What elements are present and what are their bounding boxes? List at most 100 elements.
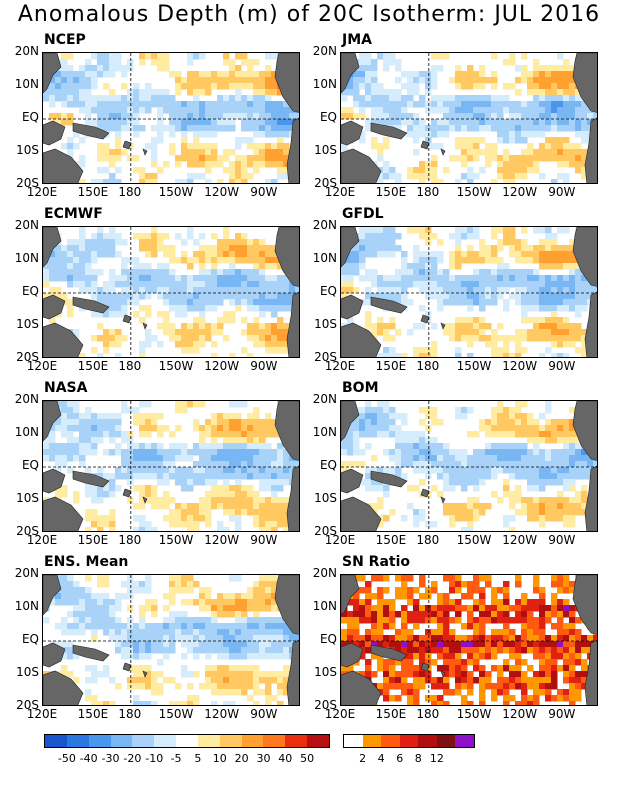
figure-title: Anomalous Depth (m) of 20C Isotherm: JUL…: [17, 2, 601, 27]
colorbar-label: -5: [170, 752, 182, 765]
lon-tick-label: 120W: [204, 533, 240, 547]
colorbar-swatch: [176, 735, 198, 747]
lat-tick-label: EQ: [319, 458, 337, 472]
lon-tick-label: 150E: [375, 533, 407, 547]
lon-tick-label: 90W: [250, 707, 278, 721]
lat-tick-label: 10S: [16, 491, 39, 505]
colorbar-label: 12: [429, 752, 444, 765]
colorbar-swatch: [45, 735, 67, 747]
lon-tick-label: 120E: [26, 533, 58, 547]
lon-tick-label: 120E: [324, 533, 356, 547]
lon-tick-label: 90W: [250, 533, 278, 547]
lon-tick-label: 120E: [26, 359, 58, 373]
panel-title: NCEP: [44, 32, 86, 48]
lat-tick-label: 20S: [16, 524, 39, 538]
lat-tick-label: 10N: [14, 77, 39, 91]
lon-tick-label: 150E: [77, 533, 109, 547]
colorbar-label: 20: [234, 752, 249, 765]
lon-tick-label: 90W: [548, 359, 576, 373]
colorbar-swatch: [436, 735, 456, 747]
colorbar-swatch: [219, 735, 242, 747]
snr-colorbar: [343, 734, 475, 748]
map-panel-sn-ratio: [340, 574, 598, 706]
colorbar-label: 6: [396, 752, 404, 765]
map-field: [43, 575, 299, 705]
lon-tick-label: 150W: [158, 707, 194, 721]
lat-tick-label: 10S: [16, 665, 39, 679]
colorbar-swatch: [344, 735, 363, 747]
lon-tick-label: 120E: [26, 707, 58, 721]
map-field: [341, 575, 597, 705]
lat-tick-label: 20S: [314, 524, 337, 538]
colorbar-label: 2: [359, 752, 367, 765]
lon-tick-label: 90W: [250, 185, 278, 199]
lat-tick-label: EQ: [21, 458, 39, 472]
lon-tick-label: 150E: [77, 185, 109, 199]
lon-tick-label: 180: [118, 359, 142, 373]
lat-tick-label: 20S: [16, 350, 39, 364]
map-panel-ecmwf: [42, 226, 300, 358]
lon-tick-label: 90W: [548, 533, 576, 547]
lat-tick-label: 10N: [14, 251, 39, 265]
lat-tick-label: 10S: [16, 317, 39, 331]
panel-title: JMA: [342, 32, 372, 48]
colorbar-label: 30: [256, 752, 271, 765]
lat-tick-label: 20S: [16, 176, 39, 190]
lat-tick-label: EQ: [21, 110, 39, 124]
colorbar-swatch: [418, 735, 437, 747]
lon-tick-label: 120E: [324, 185, 356, 199]
colorbar-label: -30: [101, 752, 120, 765]
lat-tick-label: 10S: [314, 317, 337, 331]
panel-title: GFDL: [342, 206, 384, 222]
colorbar-label: -40: [79, 752, 98, 765]
panel-title: ECMWF: [44, 206, 103, 222]
panel-title: ENS. Mean: [44, 554, 129, 570]
colorbar-swatch: [110, 735, 133, 747]
lat-tick-label: EQ: [21, 632, 39, 646]
map-panel-ncep: [42, 52, 300, 184]
lon-tick-label: 150W: [158, 185, 194, 199]
lon-tick-label: 150E: [375, 359, 407, 373]
map-field: [341, 401, 597, 531]
lat-tick-label: EQ: [319, 110, 337, 124]
lat-tick-label: 10N: [14, 425, 39, 439]
colorbar-swatch: [197, 735, 220, 747]
map-field: [341, 227, 597, 357]
lon-tick-label: 150W: [456, 185, 492, 199]
lon-tick-label: 150E: [375, 707, 407, 721]
colorbar-swatch: [455, 735, 475, 747]
colorbar-swatch: [285, 735, 308, 747]
lon-tick-label: 120E: [26, 185, 58, 199]
colorbar-swatch: [241, 735, 264, 747]
lat-tick-label: 20N: [14, 218, 39, 232]
colorbar-swatch: [307, 735, 329, 747]
panel-title: NASA: [44, 380, 88, 396]
panel-title: SN Ratio: [342, 554, 411, 570]
lat-tick-label: EQ: [21, 284, 39, 298]
lat-tick-label: 20N: [312, 566, 337, 580]
lat-tick-label: 20S: [16, 698, 39, 712]
lat-tick-label: EQ: [319, 632, 337, 646]
lat-tick-label: 20N: [14, 566, 39, 580]
lat-tick-label: 10N: [14, 599, 39, 613]
lat-tick-label: 20N: [312, 218, 337, 232]
lon-tick-label: 90W: [548, 185, 576, 199]
lat-tick-label: 10N: [312, 599, 337, 613]
lat-tick-label: 10S: [314, 143, 337, 157]
lat-tick-label: 20N: [14, 392, 39, 406]
colorbar-label: 50: [300, 752, 315, 765]
lon-tick-label: 150W: [456, 359, 492, 373]
colorbar-swatch: [132, 735, 155, 747]
colorbar-swatch: [263, 735, 286, 747]
lon-tick-label: 180: [118, 707, 142, 721]
map-field: [43, 53, 299, 183]
colorbar-label: 4: [377, 752, 385, 765]
lat-tick-label: 10N: [312, 425, 337, 439]
lon-tick-label: 180: [416, 185, 440, 199]
lon-tick-label: 90W: [548, 707, 576, 721]
colorbar-label: -20: [123, 752, 142, 765]
panel-title: BOM: [342, 380, 379, 396]
colorbar-swatch: [362, 735, 382, 747]
lon-tick-label: 90W: [250, 359, 278, 373]
lon-tick-label: 180: [416, 359, 440, 373]
